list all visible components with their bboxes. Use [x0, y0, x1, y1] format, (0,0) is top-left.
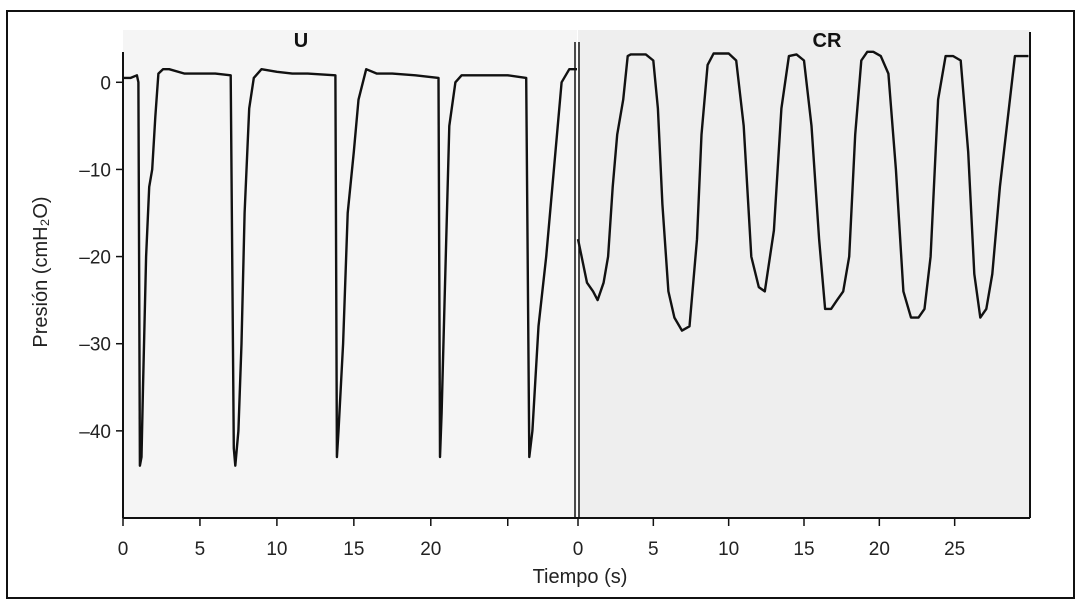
x-tick-label: 0 [118, 539, 129, 560]
x-tick-label: 0 [573, 539, 584, 560]
pressure-line-cr [576, 50, 1029, 332]
y-tick-label: 0 [100, 73, 111, 94]
x-tick-label: 10 [266, 539, 287, 560]
y-tick-label: –10 [79, 160, 111, 181]
x-tick-label: 15 [793, 539, 814, 560]
y-tick-label: –30 [79, 335, 111, 356]
panel-label-u: U [294, 30, 308, 52]
x-tick-label: 15 [343, 539, 364, 560]
series-lines [123, 50, 1029, 467]
x-tick-label: 10 [718, 539, 739, 560]
y-tick-label: –20 [79, 248, 111, 269]
pressure-line-u [123, 68, 577, 467]
x-tick-label: 25 [944, 539, 965, 560]
x-tick-label: 5 [195, 539, 206, 560]
y-tick-label: –40 [79, 422, 111, 443]
y-ticks: 0 –10 –20 –30 –40 [79, 73, 123, 443]
x-tick-label: 20 [869, 539, 890, 560]
x-tick-label: 5 [648, 539, 659, 560]
y-axis-title: Presión (cmH₂O) [30, 196, 52, 347]
x-tick-label: 20 [420, 539, 441, 560]
x-axis-title: Tiempo (s) [533, 566, 628, 588]
panel-label-cr: CR [813, 30, 842, 52]
plot-background-u [123, 30, 577, 518]
plot-background-cr [578, 30, 1030, 518]
x-ticks: 0 5 10 15 20 0 5 10 15 20 25 [118, 518, 965, 560]
